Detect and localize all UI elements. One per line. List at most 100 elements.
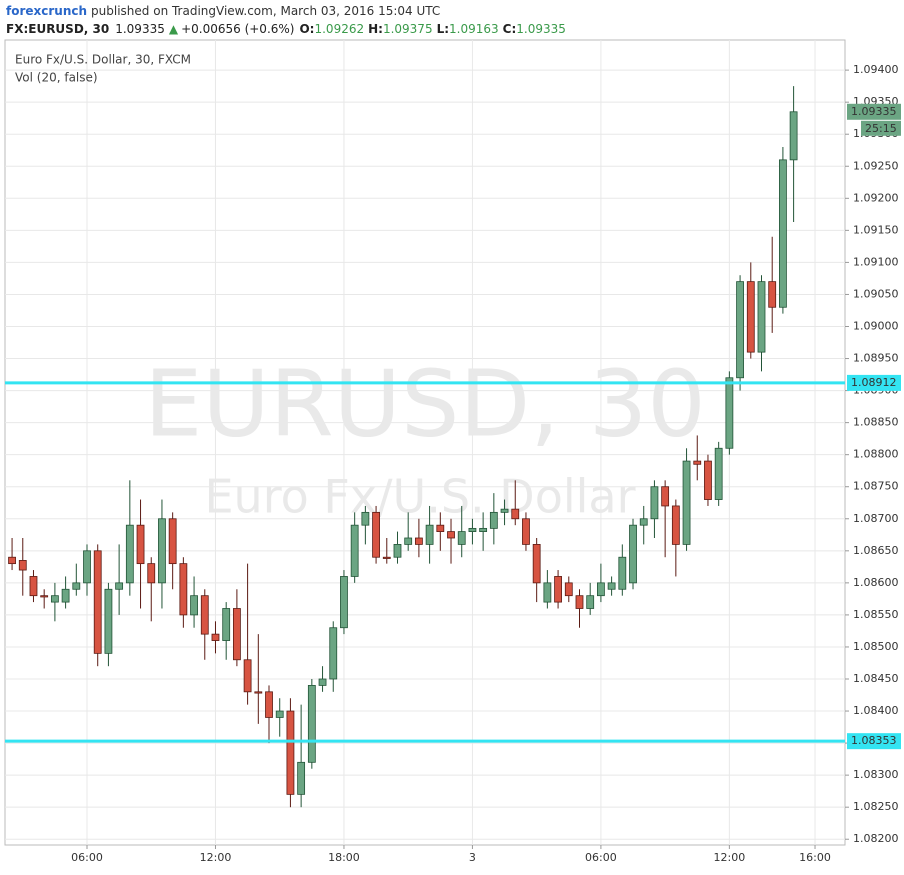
candle-body (254, 691, 263, 694)
candle-body (329, 627, 338, 680)
y-tick-label: 1.08850 (853, 416, 899, 429)
candle-body (543, 582, 552, 603)
author[interactable]: forexcrunch (6, 4, 87, 18)
legend-volume[interactable]: Vol (20, false) (15, 71, 98, 85)
low-label: L: (437, 22, 449, 36)
candle-body (125, 524, 134, 584)
y-tick-label: 1.08600 (853, 576, 899, 589)
y-tick-label: 1.09000 (853, 319, 899, 332)
y-tick-label: 1.08550 (853, 608, 899, 621)
x-tick-label: 18:00 (328, 851, 360, 864)
candle-body (736, 281, 744, 379)
candle-body (436, 524, 445, 532)
candle-body (447, 531, 455, 539)
candle-body (275, 710, 284, 718)
y-tick-label: 1.09250 (853, 159, 899, 172)
published: published on TradingView.com, March 03, … (91, 4, 440, 18)
x-tick-label: 06:00 (71, 851, 103, 864)
candle-body (50, 595, 59, 603)
y-tick-label: 1.08650 (853, 544, 899, 557)
y-tick-label: 1.08300 (853, 768, 899, 781)
candle-body (307, 685, 316, 763)
candle-body (789, 111, 798, 161)
watermark-description: Euro Fx/U.S. Dollar (204, 470, 635, 524)
y-tick-label: 1.09150 (853, 223, 899, 236)
candle-body (650, 486, 659, 520)
close: 1.09335 (516, 22, 566, 36)
candle-body (147, 563, 156, 584)
candle-body (8, 556, 16, 565)
y-tick-label: 1.08750 (853, 480, 899, 493)
candle-body (607, 582, 616, 590)
last-price-label: 1.09335 (851, 105, 897, 118)
candle-body (93, 550, 102, 654)
candle-body (243, 659, 252, 693)
y-tick-label: 1.08500 (853, 640, 899, 653)
candle-body (564, 582, 573, 597)
candle-body (18, 560, 27, 571)
candle-body (586, 595, 595, 609)
candle-body (714, 447, 723, 500)
open: 1.09262 (314, 22, 364, 36)
change-arrow: ▲ (169, 22, 179, 36)
candle-body (168, 518, 177, 565)
horizontal-line-label-box (847, 374, 901, 391)
candle-body (671, 505, 680, 545)
symbol: FX:EURUSD, 30 (6, 22, 109, 36)
candle-body (757, 281, 766, 353)
low: 1.09163 (449, 22, 499, 36)
candle-body (704, 460, 712, 500)
candle-body (618, 556, 627, 590)
candles (8, 86, 798, 808)
last-price-box (847, 103, 901, 120)
quote-line: FX:EURUSD, 30 1.09335 ▲ +0.00656 (+0.6%) O:1… (6, 22, 566, 36)
y-tick-label: 1.08250 (853, 800, 899, 813)
y-tick-label: 1.09400 (853, 63, 899, 76)
candle-body (179, 563, 188, 616)
candle-body (72, 582, 81, 590)
candle-body (361, 511, 370, 526)
open-label: O: (299, 22, 314, 36)
candle-body (350, 524, 359, 577)
change: +0.00656 (+0.6%) (181, 22, 294, 36)
candle-body (61, 588, 70, 603)
candle-body (779, 159, 787, 308)
publish-line: forexcrunch published on TradingView.com,… (6, 4, 440, 18)
x-tick-label: 12:00 (714, 851, 746, 864)
candle-body (232, 608, 241, 661)
candle-body (393, 544, 402, 558)
overlays: 1.082001.082501.083001.083501.084001.084… (5, 63, 901, 864)
plot-frame (4, 39, 846, 846)
candle-body (532, 544, 541, 584)
candle-body (629, 524, 637, 584)
horizontal-line-label: 1.08912 (851, 376, 897, 389)
horizontal-line-label: 1.08353 (851, 734, 897, 747)
candle-body (725, 377, 734, 449)
candle-body (682, 460, 691, 545)
candle-body (511, 508, 520, 520)
candle-body (468, 527, 477, 532)
y-tick-label: 1.08700 (853, 512, 899, 525)
candle-body (479, 527, 488, 532)
candle-body (597, 582, 605, 597)
candle-body (158, 518, 166, 584)
candle-body (200, 595, 209, 635)
legend-series[interactable]: Euro Fx/U.S. Dollar, 30, FXCM (15, 53, 191, 67)
candle-body (211, 633, 220, 641)
candle-body (372, 511, 380, 558)
candle-body (29, 576, 38, 597)
candle-body (297, 761, 306, 795)
candle-body (382, 556, 391, 559)
y-tick-label: 1.08450 (853, 672, 899, 685)
candle-body (575, 595, 584, 609)
last: 1.09335 (115, 22, 165, 36)
y-tick-label: 1.08950 (853, 352, 899, 365)
candle-body (639, 518, 648, 526)
x-tick-label: 12:00 (200, 851, 232, 864)
candle-body (136, 524, 145, 565)
y-tick-label: 1.08200 (853, 832, 899, 845)
y-tick-label: 1.09050 (853, 287, 899, 300)
candle-body (768, 281, 777, 308)
candle-body (222, 608, 231, 641)
